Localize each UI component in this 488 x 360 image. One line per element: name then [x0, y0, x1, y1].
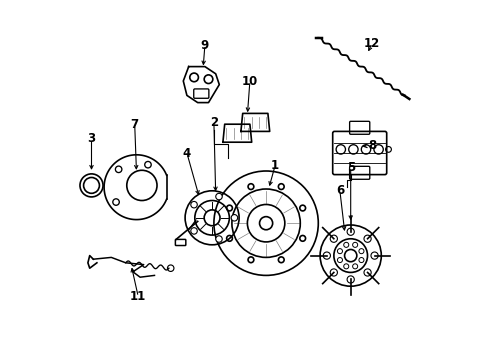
- Text: 8: 8: [368, 139, 376, 152]
- Text: 1: 1: [270, 159, 279, 172]
- Circle shape: [190, 228, 197, 234]
- Circle shape: [323, 252, 330, 259]
- Circle shape: [231, 215, 237, 221]
- Text: 2: 2: [209, 116, 218, 129]
- Text: 3: 3: [87, 132, 95, 145]
- Text: 4: 4: [183, 147, 191, 159]
- Text: 6: 6: [335, 184, 344, 197]
- Circle shape: [346, 276, 354, 283]
- Circle shape: [215, 193, 222, 200]
- Circle shape: [370, 252, 377, 259]
- Text: 5: 5: [346, 161, 354, 174]
- Text: 10: 10: [241, 75, 258, 87]
- Circle shape: [346, 228, 354, 235]
- Circle shape: [329, 235, 337, 242]
- Circle shape: [329, 269, 337, 276]
- Text: 7: 7: [130, 118, 139, 131]
- Text: 11: 11: [130, 291, 146, 303]
- Circle shape: [363, 269, 370, 276]
- Text: 9: 9: [201, 39, 208, 51]
- Circle shape: [215, 236, 222, 242]
- Text: 12: 12: [364, 37, 380, 50]
- Circle shape: [190, 202, 197, 208]
- Circle shape: [363, 235, 370, 242]
